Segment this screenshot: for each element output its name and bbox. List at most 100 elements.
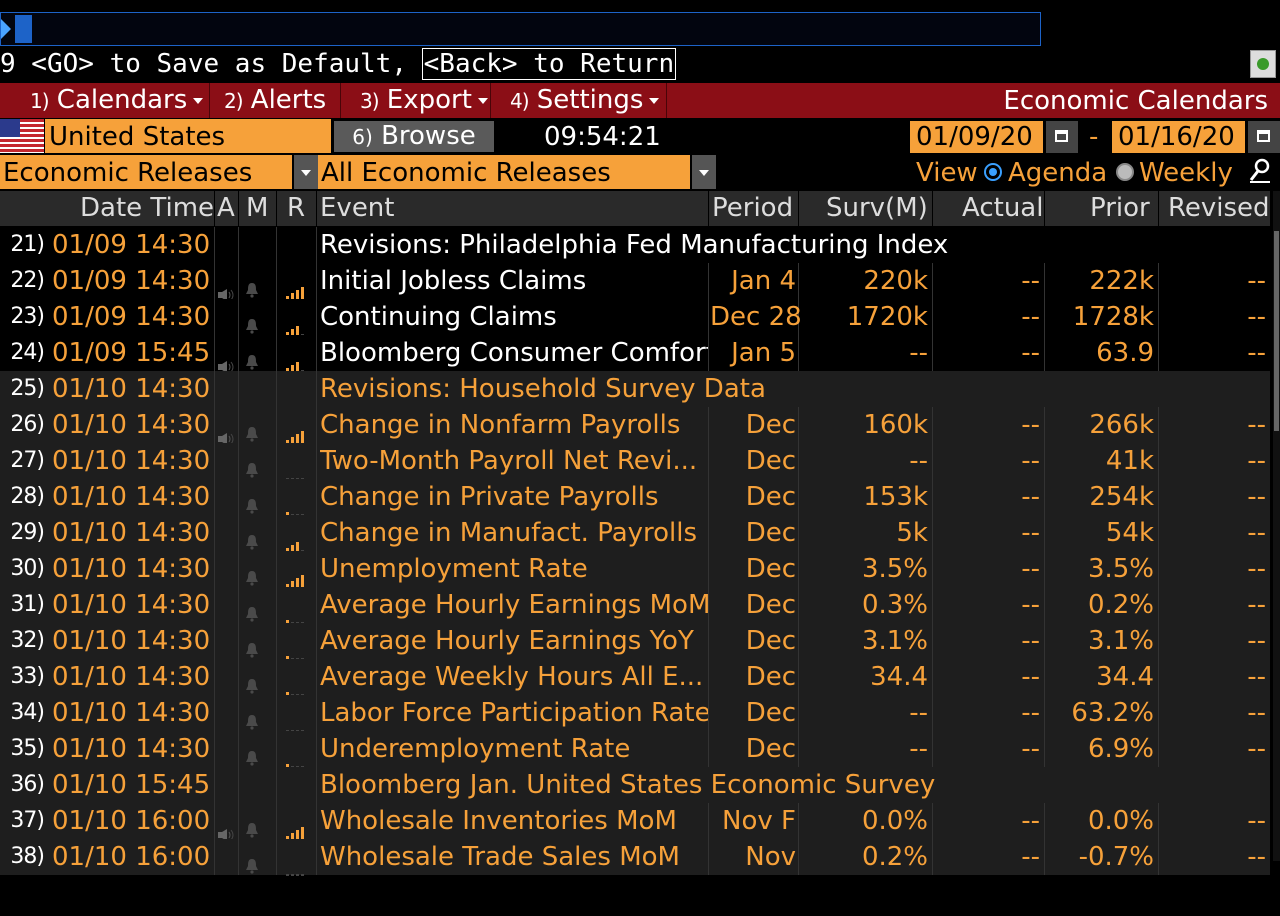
table-row[interactable]: 30) 01/10 14:30 Unemployment Rate Dec 3.5% --… bbox=[0, 551, 1270, 588]
row-number[interactable]: 25) bbox=[10, 376, 45, 401]
window-tool-icon[interactable] bbox=[1250, 50, 1276, 78]
scrollbar[interactable] bbox=[1273, 191, 1280, 861]
table-row[interactable]: 28) 01/10 14:30 Change in Private Payrolls… bbox=[0, 479, 1270, 516]
row-number[interactable]: 31) bbox=[10, 592, 45, 617]
row-number[interactable]: 30) bbox=[10, 556, 45, 581]
row-event[interactable]: Wholesale Trade Sales MoM bbox=[320, 842, 680, 872]
category-dropdown[interactable]: Economic Releases bbox=[0, 155, 292, 189]
row-event[interactable]: Initial Jobless Claims bbox=[320, 266, 587, 296]
command-line-input[interactable] bbox=[0, 12, 1041, 46]
table-row[interactable]: 31) 01/10 14:30 Average Hourly Earnings Mo… bbox=[0, 587, 1270, 624]
table-row[interactable]: 34) 01/10 14:30 Labor Force Participation … bbox=[0, 695, 1270, 732]
row-number[interactable]: 29) bbox=[10, 520, 45, 545]
view-agenda-label[interactable]: Agenda bbox=[1008, 158, 1108, 188]
scrollbar-thumb[interactable] bbox=[1274, 231, 1279, 431]
menu-alerts[interactable]: 2) Alerts bbox=[224, 85, 327, 115]
row-number[interactable]: 27) bbox=[10, 448, 45, 473]
col-actual[interactable]: Actual bbox=[962, 193, 1044, 223]
table-row[interactable]: 22) 01/09 14:30 Initial Jobless Claims Jan … bbox=[0, 263, 1270, 301]
col-event[interactable]: Event bbox=[320, 193, 395, 223]
table-row[interactable]: 26) 01/10 14:30 Change in Nonfarm Payrolls… bbox=[0, 407, 1270, 445]
col-relevance[interactable]: R bbox=[287, 193, 306, 223]
subcategory-dropdown[interactable]: All Economic Releases bbox=[318, 155, 690, 189]
chevron-down-icon[interactable] bbox=[294, 155, 318, 189]
row-event[interactable]: Bloomberg Consumer Comfort bbox=[320, 338, 708, 368]
row-number[interactable]: 32) bbox=[10, 628, 45, 653]
row-event[interactable]: Average Hourly Earnings YoY bbox=[320, 626, 694, 656]
bell-icon[interactable] bbox=[245, 596, 259, 622]
row-event[interactable]: Change in Nonfarm Payrolls bbox=[320, 410, 681, 440]
bell-icon[interactable] bbox=[245, 812, 259, 838]
row-number[interactable]: 28) bbox=[10, 484, 45, 509]
calendar-icon[interactable] bbox=[1248, 121, 1280, 153]
col-alert[interactable]: M bbox=[246, 193, 269, 223]
table-row[interactable]: 38) 01/10 16:00 Wholesale Trade Sales MoM N… bbox=[0, 839, 1270, 876]
row-event[interactable]: Labor Force Participation Rate bbox=[320, 698, 708, 728]
row-number[interactable]: 35) bbox=[10, 736, 45, 761]
row-event[interactable]: Change in Private Payrolls bbox=[320, 482, 659, 512]
table-row[interactable]: 23) 01/09 14:30 Continuing Claims Dec 28 172… bbox=[0, 299, 1270, 336]
table-row[interactable]: 33) 01/10 14:30 Average Weekly Hours All E… bbox=[0, 659, 1270, 696]
menu-calendars[interactable]: 1) Calendars bbox=[30, 83, 204, 118]
col-survey[interactable]: Surv(M) bbox=[826, 193, 928, 223]
bell-icon[interactable] bbox=[245, 740, 259, 766]
col-period[interactable]: Period bbox=[712, 193, 794, 223]
row-number[interactable]: 33) bbox=[10, 664, 45, 689]
table-row[interactable]: 24) 01/09 15:45 Bloomberg Consumer Comfort… bbox=[0, 335, 1270, 373]
bell-icon[interactable] bbox=[245, 272, 259, 298]
table-row[interactable]: 36) 01/10 15:45 Bloomberg Jan. United Stat… bbox=[0, 767, 1270, 803]
magnifier-icon[interactable] bbox=[1249, 158, 1271, 184]
col-date-time[interactable]: Date Time bbox=[80, 193, 215, 223]
col-prior[interactable]: Prior bbox=[1090, 193, 1150, 223]
bell-icon[interactable] bbox=[245, 632, 259, 658]
speaker-icon[interactable] bbox=[218, 419, 236, 445]
row-event[interactable]: Change in Manufact. Payrolls bbox=[320, 518, 698, 548]
menu-export[interactable]: 3) Export bbox=[360, 83, 488, 118]
row-number[interactable]: 23) bbox=[10, 304, 45, 329]
row-event[interactable]: Underemployment Rate bbox=[320, 734, 631, 764]
row-number[interactable]: 37) bbox=[10, 808, 45, 833]
table-row[interactable]: 35) 01/10 14:30 Underemployment Rate Dec -- -… bbox=[0, 731, 1270, 768]
row-number[interactable]: 22) bbox=[10, 268, 45, 293]
table-row[interactable]: 21) 01/09 14:30 Revisions: Philadelphia Fe… bbox=[0, 227, 1270, 263]
row-event[interactable]: Average Hourly Earnings MoM bbox=[320, 590, 708, 620]
row-event[interactable]: Continuing Claims bbox=[320, 302, 557, 332]
view-weekly-label[interactable]: Weekly bbox=[1139, 158, 1233, 188]
bell-icon[interactable] bbox=[245, 848, 259, 874]
row-event[interactable]: Bloomberg Jan. United States Economic Su… bbox=[320, 770, 936, 800]
row-number[interactable]: 36) bbox=[10, 772, 45, 797]
bell-icon[interactable] bbox=[245, 344, 259, 370]
table-row[interactable]: 25) 01/10 14:30 Revisions: Household Surve… bbox=[0, 371, 1270, 407]
row-number[interactable]: 21) bbox=[10, 232, 45, 257]
row-event[interactable]: Unemployment Rate bbox=[320, 554, 588, 584]
bell-icon[interactable] bbox=[245, 704, 259, 730]
browse-button[interactable]: 6) Browse bbox=[334, 121, 494, 152]
table-row[interactable]: 27) 01/10 14:30 Two-Month Payroll Net Revi… bbox=[0, 443, 1270, 480]
row-event[interactable]: Revisions: Philadelphia Fed Manufacturin… bbox=[320, 230, 949, 260]
bell-icon[interactable] bbox=[245, 416, 259, 442]
row-event[interactable]: Average Weekly Hours All E... bbox=[320, 662, 704, 692]
speaker-icon[interactable] bbox=[218, 815, 236, 841]
bell-icon[interactable] bbox=[245, 452, 259, 478]
view-agenda-radio[interactable] bbox=[984, 163, 1002, 181]
table-row[interactable]: 29) 01/10 14:30 Change in Manufact. Payrol… bbox=[0, 515, 1270, 552]
chevron-down-icon[interactable] bbox=[692, 155, 716, 189]
col-audio[interactable]: A bbox=[217, 193, 235, 223]
row-number[interactable]: 24) bbox=[10, 340, 45, 365]
back-to-return-link[interactable]: <Back> to Return bbox=[421, 48, 677, 80]
end-date-field[interactable]: 01/16/20 bbox=[1112, 121, 1245, 153]
row-event[interactable]: Wholesale Inventories MoM bbox=[320, 806, 677, 836]
table-row[interactable]: 37) 01/10 16:00 Wholesale Inventories MoM N… bbox=[0, 803, 1270, 841]
row-event[interactable]: Two-Month Payroll Net Revi... bbox=[320, 446, 698, 476]
bell-icon[interactable] bbox=[245, 308, 259, 334]
start-date-field[interactable]: 01/09/20 bbox=[910, 121, 1043, 153]
row-number[interactable]: 34) bbox=[10, 700, 45, 725]
country-field[interactable]: United States bbox=[45, 119, 331, 153]
row-number[interactable]: 38) bbox=[10, 844, 45, 869]
row-number[interactable]: 26) bbox=[10, 412, 45, 437]
bell-icon[interactable] bbox=[245, 488, 259, 514]
bell-icon[interactable] bbox=[245, 560, 259, 586]
menu-settings[interactable]: 4) Settings bbox=[510, 83, 660, 118]
row-event[interactable]: Revisions: Household Survey Data bbox=[320, 374, 766, 404]
calendar-icon[interactable] bbox=[1046, 121, 1078, 153]
